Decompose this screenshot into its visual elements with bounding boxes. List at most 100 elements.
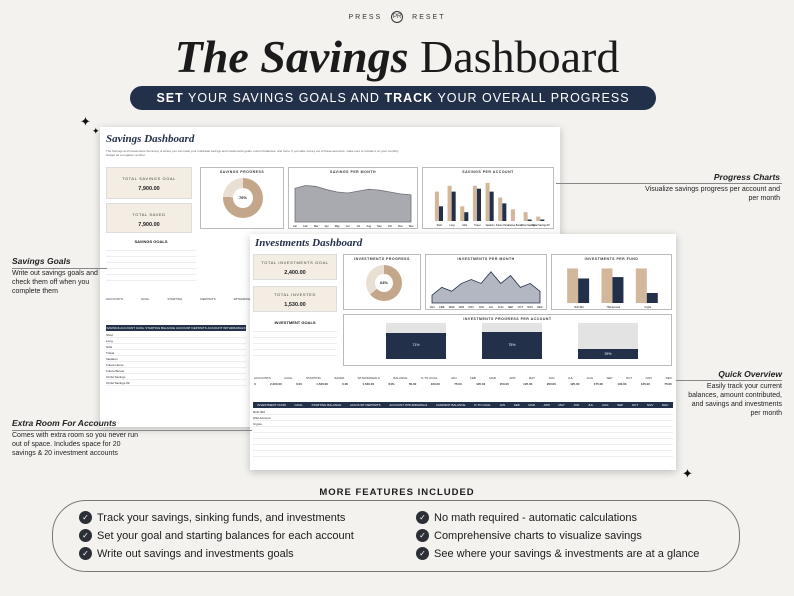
tick-label: AUG bbox=[498, 305, 504, 309]
tick-label: MAR bbox=[449, 305, 455, 309]
check-icon: ✓ bbox=[79, 547, 92, 560]
bar bbox=[447, 185, 452, 221]
tick-label: Sep bbox=[377, 224, 382, 228]
goal-row[interactable] bbox=[106, 257, 196, 263]
th: ACCOUNT WITHDRAWALS bbox=[207, 326, 246, 330]
tick-label: Jan bbox=[293, 224, 298, 228]
donut-label: 76% bbox=[238, 195, 247, 200]
col-label: OCT bbox=[625, 376, 633, 380]
col-label: MAR bbox=[489, 376, 496, 380]
bar bbox=[540, 219, 545, 221]
col-label: 64% bbox=[388, 382, 395, 386]
check-icon: ✓ bbox=[416, 547, 429, 560]
table-row[interactable]: Future Bonus bbox=[106, 368, 246, 374]
table-row[interactable]: Future Home bbox=[106, 362, 246, 368]
tick-label: Roth IRA bbox=[575, 306, 585, 309]
check-icon: ✓ bbox=[79, 529, 92, 542]
bar bbox=[485, 182, 490, 221]
sparkle-icon: ✦ bbox=[92, 126, 100, 136]
goal-row[interactable] bbox=[253, 344, 337, 350]
col-label: 2,400.00 bbox=[270, 382, 282, 386]
invest-summary-cols: ACCOUNTS GOAL STARTING SAVED WITHDRAWALS BALA… bbox=[254, 376, 672, 380]
callout-line bbox=[12, 268, 107, 269]
goal-row[interactable] bbox=[253, 338, 337, 344]
savings-per-account-panel: SAVINGS PER ACCOUNT Short Long Gifts Travel… bbox=[422, 167, 554, 229]
col-label: 100.00 bbox=[430, 382, 440, 386]
col-label: 1,530.00 bbox=[362, 382, 375, 386]
tick-label: APR bbox=[459, 305, 464, 309]
callout-line bbox=[12, 430, 252, 431]
panel-title: INVESTMENTS PER MONTH bbox=[457, 257, 515, 261]
invest-sheet-title: Investments Dashboard bbox=[255, 237, 363, 249]
area-series bbox=[431, 271, 541, 304]
col-label: 100.00 bbox=[617, 382, 627, 386]
col-label: AUG bbox=[586, 376, 594, 380]
table-row[interactable]: Roth IRA bbox=[253, 409, 673, 415]
account-progress-fill: 29% bbox=[578, 348, 638, 359]
tick-label: Christ Savings #2 bbox=[532, 224, 551, 227]
table-row[interactable] bbox=[253, 445, 673, 451]
invest-table-header: INVESTMENT FUND GOAL STARTING BALANCE ACCOU… bbox=[253, 402, 673, 408]
table-row[interactable]: Gifts bbox=[106, 344, 246, 350]
bar bbox=[578, 278, 590, 303]
table-row[interactable] bbox=[253, 433, 673, 439]
card-value: 2,400.00 bbox=[284, 270, 306, 276]
table-row[interactable]: Christ Savings #2 bbox=[106, 380, 246, 386]
brand-right: RESET bbox=[412, 13, 446, 21]
tick-label: JUN bbox=[479, 305, 484, 309]
col-label: STARTING bbox=[306, 376, 321, 380]
table-row[interactable]: Travel bbox=[106, 350, 246, 356]
tick-label: Vacation bbox=[486, 224, 495, 227]
table-row[interactable]: Christ Savings bbox=[106, 374, 246, 380]
col-label: GOAL bbox=[140, 297, 150, 301]
table-row[interactable]: Long bbox=[106, 338, 246, 344]
account-progress-bar: 71% bbox=[386, 323, 446, 359]
check-icon: ✓ bbox=[79, 511, 92, 524]
goal-row[interactable] bbox=[253, 350, 337, 356]
panel-title: INVESTMENTS PER FUND bbox=[584, 257, 639, 261]
table-row[interactable] bbox=[253, 439, 673, 445]
title-italic: The Savings bbox=[174, 31, 409, 82]
tick-label: OCT bbox=[518, 305, 524, 309]
goal-row[interactable] bbox=[106, 251, 196, 257]
col-label: NOV bbox=[646, 403, 654, 407]
tick-label: Jun bbox=[346, 224, 351, 228]
tick-label: FEB bbox=[439, 305, 444, 309]
tick-label: Mar bbox=[314, 224, 319, 228]
tick-label: JAN bbox=[430, 305, 435, 309]
invest-table: Roth IRA HSA Account Crypto bbox=[253, 409, 673, 457]
goal-row[interactable] bbox=[106, 275, 196, 281]
feature-item: ✓ Track your savings, sinking funds, and … bbox=[79, 511, 345, 524]
tagline-set: SET bbox=[156, 91, 184, 105]
col-label: 125.00 bbox=[570, 382, 580, 386]
goal-row[interactable] bbox=[106, 245, 196, 251]
tagline-text2: YOUR OVERALL PROGRESS bbox=[437, 91, 630, 105]
table-row[interactable] bbox=[253, 427, 673, 433]
note-heading: Savings Goals bbox=[12, 256, 71, 266]
goal-row[interactable] bbox=[106, 263, 196, 269]
col-label: JUL bbox=[587, 403, 594, 407]
table-row[interactable]: Crypto bbox=[253, 421, 673, 427]
col-label: APR bbox=[543, 403, 550, 407]
col-label: 1,530.00 bbox=[316, 382, 328, 386]
table-row[interactable]: HSA Account bbox=[253, 415, 673, 421]
goal-row[interactable] bbox=[106, 269, 196, 275]
savings-month-chart: Jan Feb Mar Apr May Jun Jul Aug Sep Oct Nov Dec bbox=[293, 185, 414, 228]
table-row[interactable]: Vacation bbox=[106, 356, 246, 362]
table-row[interactable] bbox=[253, 451, 673, 457]
goal-row[interactable] bbox=[253, 326, 337, 332]
tick-label: Future Bonus bbox=[508, 224, 523, 227]
col-label: BALANCE bbox=[393, 376, 408, 380]
sparkle-icon: ✦ bbox=[80, 114, 91, 129]
investment-goal-list bbox=[253, 326, 337, 356]
col-label: JAN bbox=[499, 403, 506, 407]
tagline-text1: YOUR SAVINGS GOALS AND bbox=[188, 91, 380, 105]
col-label: WITHDRAWALS bbox=[233, 297, 256, 301]
goal-row[interactable] bbox=[253, 332, 337, 338]
bar bbox=[612, 277, 624, 303]
table-row[interactable]: Short bbox=[106, 332, 246, 338]
note-heading: Progress Charts bbox=[713, 172, 780, 182]
note-savings-goals: Savings Goals Write out savings goals an… bbox=[12, 257, 98, 296]
callout-line bbox=[556, 183, 782, 184]
tick-label: Future Home bbox=[496, 224, 510, 227]
